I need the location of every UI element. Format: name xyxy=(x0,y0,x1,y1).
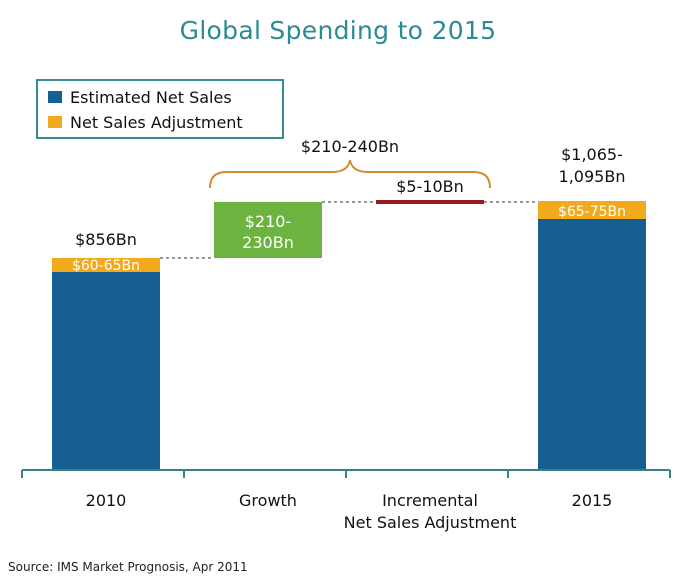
x-label-growth: Growth xyxy=(239,491,297,510)
legend-label-net-sales-adjustment: Net Sales Adjustment xyxy=(70,113,243,132)
legend-swatch-estimated-net-sales xyxy=(48,91,62,103)
legend-swatch-net-sales-adjustment xyxy=(48,116,62,128)
chart-title: Global Spending to 2015 xyxy=(179,16,497,45)
bar-2015-value-label-line2: 1,095Bn xyxy=(559,167,626,186)
bar-2015-adjustment-label: $65-75Bn xyxy=(558,204,626,220)
bar-incremental xyxy=(376,200,484,204)
bar-2015-adjustment xyxy=(538,201,646,219)
legend-label-estimated-net-sales: Estimated Net Sales xyxy=(70,88,232,107)
x-label-2010: 2010 xyxy=(86,491,127,510)
bar-2010-value-label: $856Bn xyxy=(75,230,137,249)
bar-2010-net-sales xyxy=(52,272,160,470)
legend-box xyxy=(36,79,284,139)
x-label-incremental-line2: Net Sales Adjustment xyxy=(344,513,517,532)
bar-2015-value-label-line1: $1,065- xyxy=(561,145,623,164)
x-label-incremental-line1: Incremental xyxy=(382,491,478,510)
bar-incremental-label: $5-10Bn xyxy=(396,177,464,196)
bar-growth-label-line1: $210- xyxy=(245,212,292,231)
x-label-2015: 2015 xyxy=(572,491,613,510)
bar-2015-net-sales xyxy=(538,219,646,470)
bar-growth xyxy=(214,202,322,258)
bracket-label: $210-240Bn xyxy=(301,137,399,156)
growth-bracket xyxy=(209,159,491,189)
bar-growth-label-line2: 230Bn xyxy=(242,233,294,252)
bar-2010-adjustment xyxy=(52,258,160,272)
bar-2010-adjustment-label: $60-65Bn xyxy=(72,258,140,274)
source-note: Source: IMS Market Prognosis, Apr 2011 xyxy=(8,560,248,574)
